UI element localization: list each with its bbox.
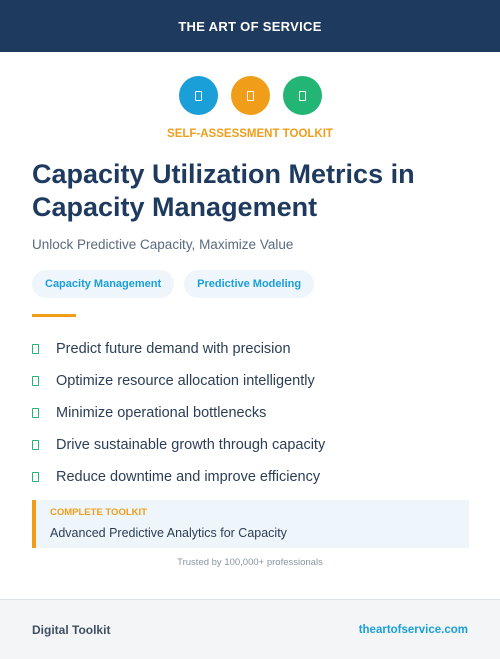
subtitle: Unlock Predictive Capacity, Maximize Val… [32,237,294,252]
clipboard-icon [194,90,202,101]
benefit-item: Predict future demand with precision [32,333,325,365]
benefit-text: Drive sustainable growth through capacit… [56,437,326,453]
trusted-note: Trusted by 100,000+ professionals [177,557,323,568]
top-banner: THE ART OF SERVICE [0,0,500,52]
toolkit-label: COMPLETE TOOLKIT [50,507,147,518]
footer: Digital Toolkit theartofservice.com [0,599,500,659]
complete-toolkit-callout: COMPLETE TOOLKIT Advanced Predictive Ana… [32,500,469,548]
check-icon [32,344,39,354]
benefit-item: Optimize resource allocation intelligent… [32,365,325,397]
icon-row [0,76,500,115]
accent-divider [32,314,76,317]
tag-capacity-management[interactable]: Capacity Management [32,270,175,298]
brand-name: THE ART OF SERVICE [178,18,322,34]
title-line-1: Capacity Utilization Metrics in [32,159,415,189]
page-title: Capacity Utilization Metrics in Capacity… [32,158,472,224]
benefit-text: Optimize resource allocation intelligent… [56,373,315,389]
benefit-text: Minimize operational bottlenecks [56,405,267,421]
icon-badge-green [282,76,322,115]
toolkit-kicker: SELF-ASSESSMENT TOOLKIT [167,128,333,140]
toolkit-description: Advanced Predictive Analytics for Capaci… [50,526,287,540]
benefit-text: Reduce downtime and improve efficiency [56,469,321,485]
benefit-list: Predict future demand with precision Opt… [32,333,325,493]
check-icon [32,408,39,418]
benefit-item: Minimize operational bottlenecks [32,397,325,429]
benefit-item: Reduce downtime and improve efficiency [32,461,325,493]
tag-list: Capacity Management Predictive Modeling [32,270,315,298]
clipboard-icon [246,90,254,101]
website-link[interactable]: theartofservice.com [358,623,468,636]
check-icon [32,472,39,482]
icon-badge-orange [230,76,270,115]
title-line-2: Capacity Management [32,192,318,222]
benefit-item: Drive sustainable growth through capacit… [32,429,325,461]
benefit-text: Predict future demand with precision [56,341,291,357]
check-icon [32,376,39,386]
tag-predictive-modeling[interactable]: Predictive Modeling [184,270,315,298]
footer-label: Digital Toolkit [32,622,111,637]
icon-badge-blue [178,76,218,115]
check-icon [32,440,39,450]
clipboard-icon [298,90,306,101]
